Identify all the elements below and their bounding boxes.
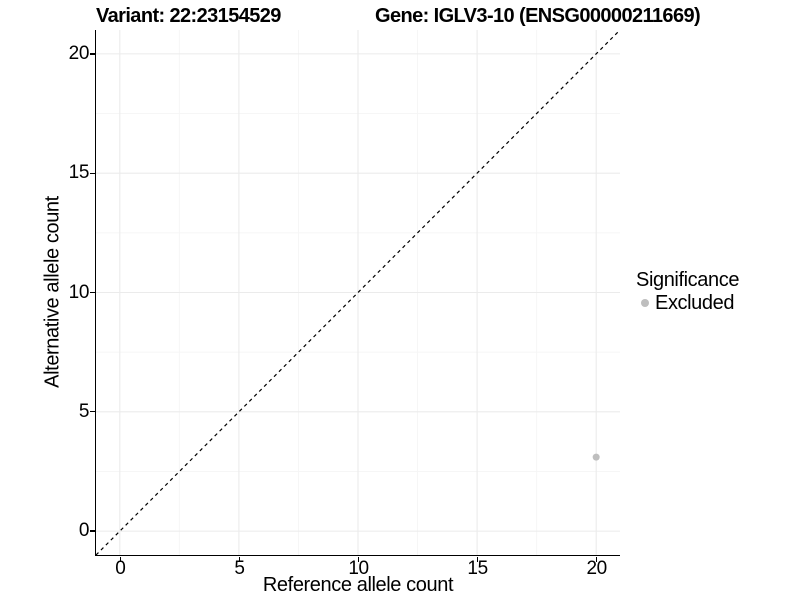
y-axis-tick: [90, 411, 95, 413]
legend-title: Significance: [636, 269, 740, 291]
y-tick-label: 20: [68, 42, 90, 64]
x-tick-label: 5: [234, 558, 245, 579]
x-tick-label: 15: [467, 558, 488, 579]
plot-area-svg: [96, 30, 620, 555]
x-tick-label: 20: [586, 558, 608, 579]
legend-entry-label: Excluded: [655, 292, 735, 314]
y-tick-label: 15: [68, 162, 90, 184]
y-tick-label: 10: [68, 281, 90, 303]
x-axis-tick: [119, 556, 121, 562]
data-point: [592, 453, 600, 461]
plot-title-gene: Gene: IGLV3-10 (ENSG00000211669): [375, 5, 701, 27]
x-axis-title: Reference allele count: [262, 574, 454, 596]
y-axis-tick: [90, 172, 95, 174]
x-tick-label: 0: [115, 558, 126, 579]
y-axis-tick: [90, 53, 95, 55]
plot-title-variant: Variant: 22:23154529: [96, 5, 281, 27]
y-axis-tick: [90, 291, 95, 294]
legend-point-icon: [641, 299, 649, 307]
x-axis-tick: [238, 556, 241, 562]
x-tick-label: 10: [348, 558, 369, 579]
y-tick-label: 5: [78, 400, 90, 422]
legend-entry: Excluded: [636, 293, 739, 313]
identity-dashed-line: [96, 30, 620, 555]
plot-panel: [95, 30, 620, 556]
x-axis-tick: [476, 556, 479, 562]
x-axis-tick: [596, 556, 598, 562]
x-axis-tick: [357, 556, 360, 562]
legend: Significance Excluded: [636, 269, 739, 313]
y-axis-tick: [90, 530, 95, 532]
y-tick-label: 0: [78, 520, 90, 542]
